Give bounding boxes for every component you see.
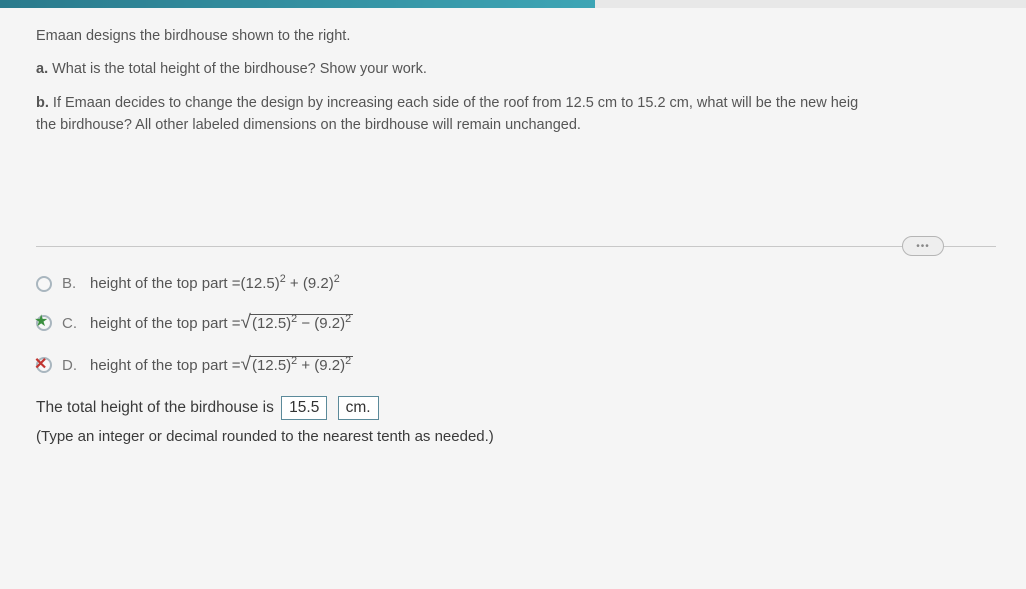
- answer-lead: The total height of the birdhouse is: [36, 399, 278, 416]
- divider: •••: [36, 246, 996, 247]
- option-b[interactable]: B. height of the top part = (12.5)2 + (9…: [36, 275, 996, 292]
- sub-a-text: What is the total height of the birdhous…: [52, 61, 427, 77]
- option-d[interactable]: ✕ D. height of the top part = √ (12.5)2 …: [36, 354, 996, 376]
- sub-a-label: a.: [36, 61, 48, 77]
- prompt-intro: Emaan designs the birdhouse shown to the…: [36, 26, 996, 47]
- sub-question-a: a. What is the total height of the birdh…: [36, 59, 996, 81]
- answer-sentence: The total height of the birdhouse is 15.…: [36, 396, 996, 420]
- correct-mark-icon: ★: [34, 311, 48, 331]
- sub-b-text: If Emaan decides to change the design by…: [53, 95, 858, 111]
- more-button[interactable]: •••: [902, 236, 944, 256]
- option-b-expression: height of the top part = (12.5)2 + (9.2)…: [90, 275, 340, 292]
- answer-hint: (Type an integer or decimal rounded to t…: [36, 428, 996, 445]
- sub-b-label: b.: [36, 95, 49, 111]
- option-d-letter: D.: [62, 357, 84, 374]
- ellipsis-icon: •••: [916, 241, 930, 252]
- option-c-letter: C.: [62, 315, 84, 332]
- radio-c[interactable]: ★: [36, 315, 52, 331]
- option-d-expression: height of the top part = √ (12.5)2 + (9.…: [90, 354, 353, 376]
- radio-b[interactable]: [36, 276, 52, 292]
- wrong-mark-icon: ✕: [34, 354, 47, 374]
- answer-unit-box[interactable]: cm.: [338, 396, 379, 420]
- question-content: Emaan designs the birdhouse shown to the…: [0, 8, 1026, 455]
- sub-question-b: b. If Emaan decides to change the design…: [36, 93, 996, 137]
- progress-bar: [0, 0, 1026, 8]
- option-b-letter: B.: [62, 275, 84, 292]
- option-c[interactable]: ★ C. height of the top part = √ (12.5)2 …: [36, 312, 996, 334]
- radio-d[interactable]: ✕: [36, 357, 52, 373]
- answer-value-input[interactable]: 15.5: [281, 396, 327, 420]
- option-c-expression: height of the top part = √ (12.5)2 − (9.…: [90, 312, 353, 334]
- sub-b-cont: the birdhouse? All other labeled dimensi…: [36, 117, 581, 133]
- answer-options: B. height of the top part = (12.5)2 + (9…: [36, 275, 996, 376]
